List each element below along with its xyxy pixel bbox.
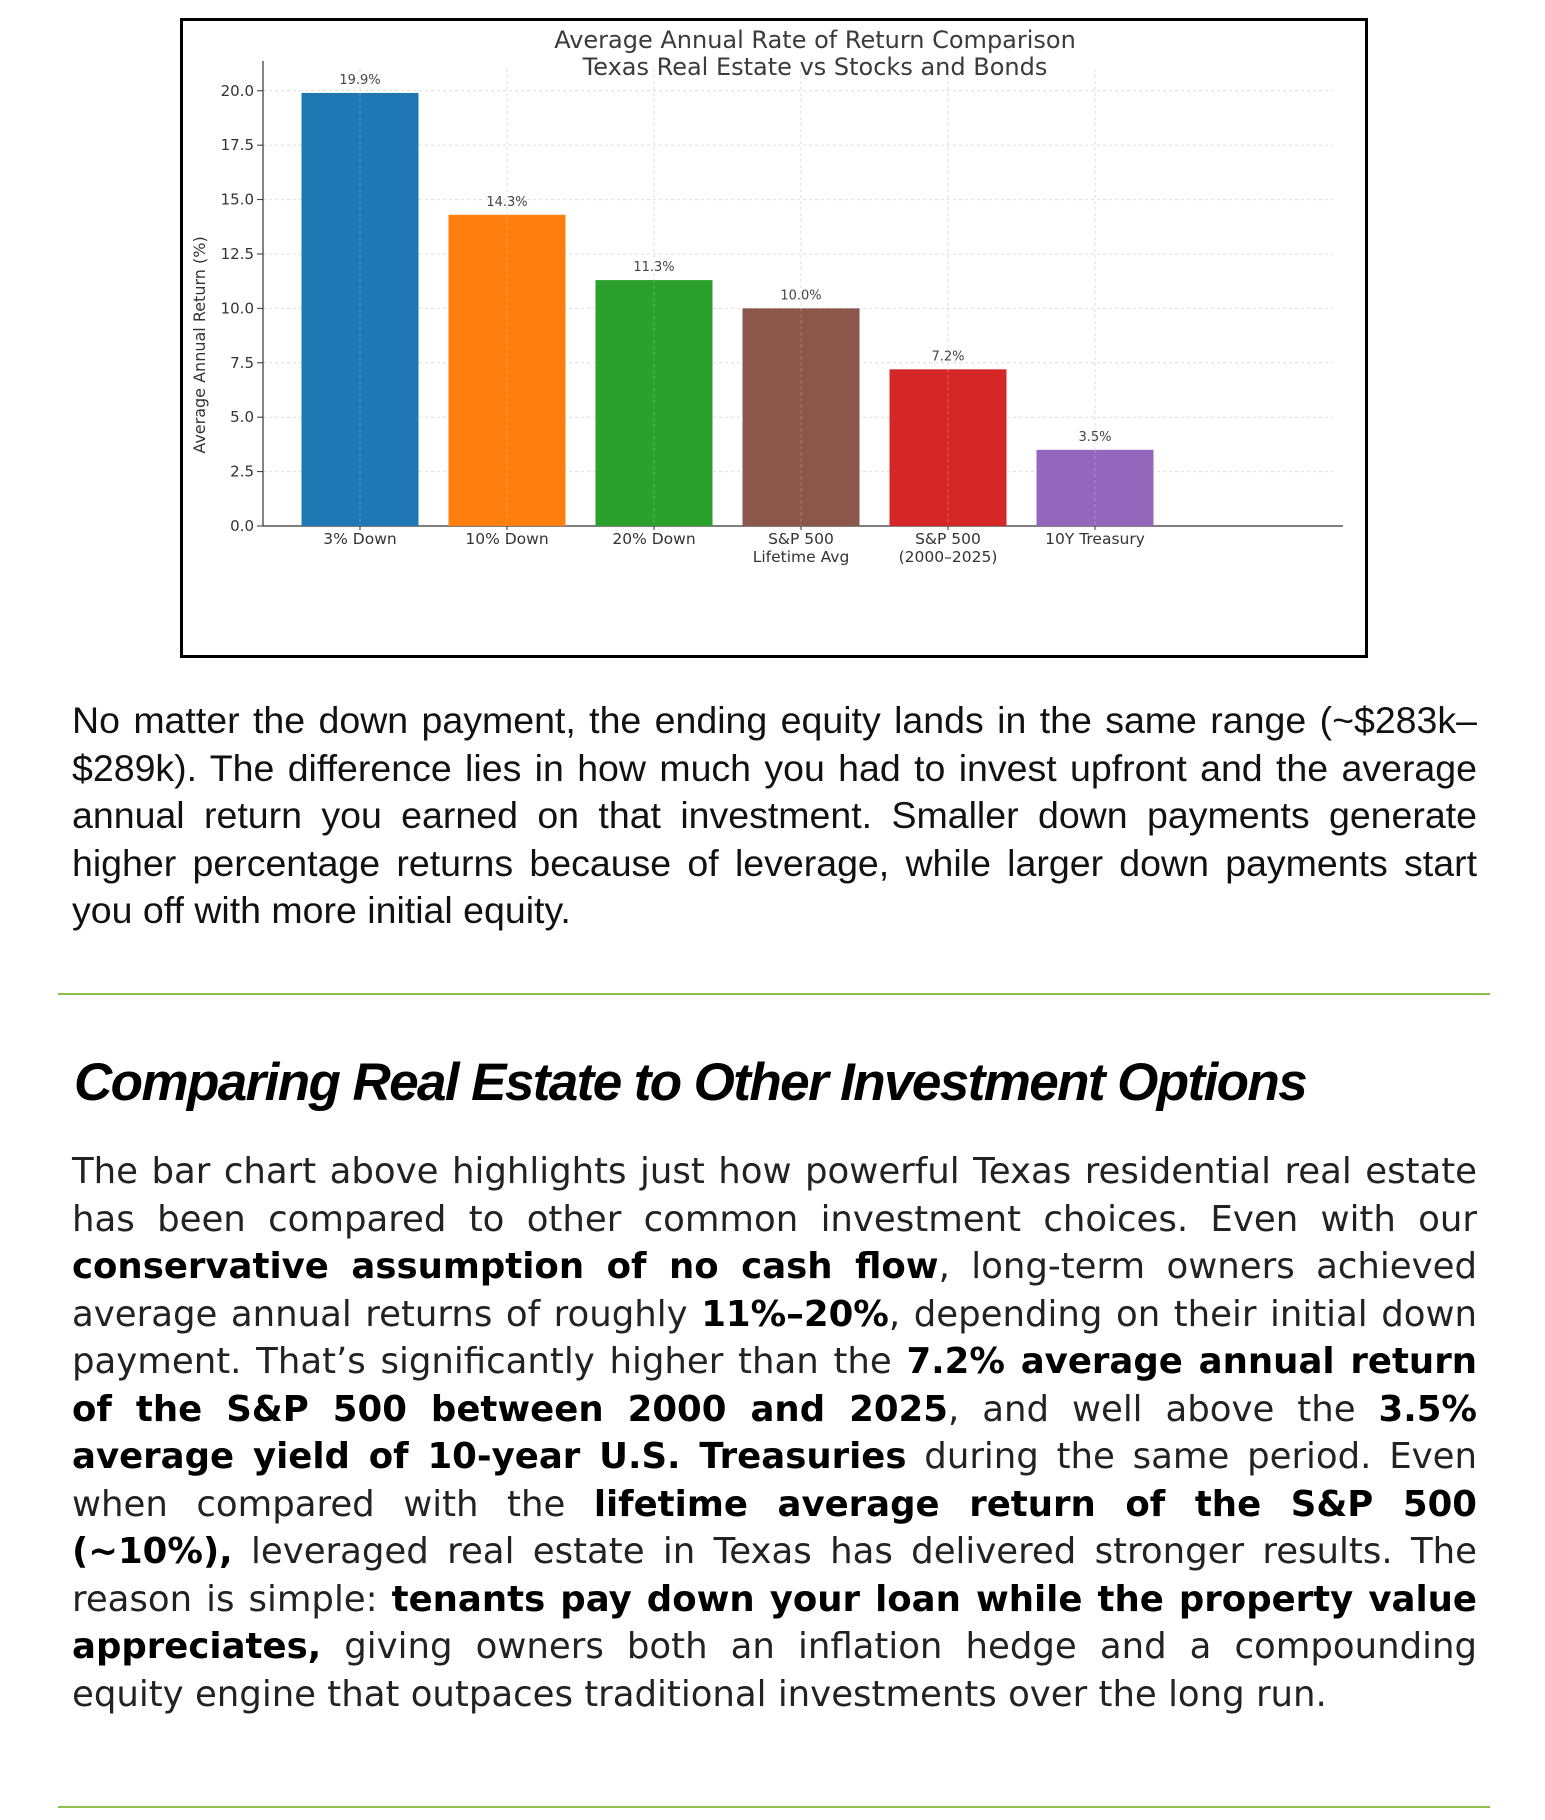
bar — [301, 92, 419, 526]
body-emphasis: 11%–20% — [701, 1293, 889, 1335]
bar-data-label: 10.0% — [780, 288, 821, 303]
body-text: , long-term owners achieved average annu… — [72, 1246, 1477, 1335]
section-heading: Comparing Real Estate to Other Investmen… — [74, 1053, 1308, 1112]
bar — [1036, 449, 1154, 526]
y-tick-label: 20.0 — [221, 82, 254, 100]
y-tick-label: 12.5 — [221, 245, 254, 263]
y-tick-label: 2.5 — [230, 463, 254, 481]
x-tick-label: S&P 500 — [768, 530, 834, 548]
y-tick-label: 15.0 — [221, 191, 254, 209]
body-text: leveraged real estate in Texas has deliv… — [72, 1531, 1477, 1620]
bar — [742, 308, 860, 526]
body-text: The bar chart above highlights just how … — [72, 1151, 1477, 1240]
body-emphasis: 7.2% average annual return of the S&P 50… — [72, 1341, 1477, 1430]
y-tick-label: 17.5 — [221, 136, 254, 154]
y-tick-label: 7.5 — [230, 354, 254, 372]
y-tick-label: 0.0 — [230, 517, 254, 535]
body-text: during the same period. Even when compar… — [72, 1436, 1478, 1525]
section-divider — [58, 993, 1490, 995]
body-text: giving owners both an inflation hedge an… — [72, 1626, 1477, 1715]
bar-data-label: 11.3% — [633, 260, 674, 275]
chart-subtitle: Texas Real Estate vs Stocks and Bonds — [582, 53, 1048, 81]
body-text: , depending on their initial down paymen… — [72, 1293, 1477, 1383]
x-tick-label: Lifetime Avg — [753, 548, 850, 566]
bar-data-label: 7.2% — [931, 349, 964, 364]
x-tick-label: (2000–2025) — [899, 548, 998, 566]
intro-paragraph: No matter the down payment, the ending e… — [72, 699, 1477, 931]
body-emphasis: conservative assumption of no cash flow — [72, 1246, 939, 1287]
bar — [889, 369, 1007, 526]
body-emphasis: tenants pay down your loan while the pro… — [72, 1578, 1477, 1668]
y-tick-label: 5.0 — [230, 408, 254, 426]
x-tick-label: 10Y Treasury — [1045, 530, 1145, 548]
body-emphasis: 3.5% average yield of 10-year U.S. Treas… — [72, 1388, 1477, 1478]
body-paragraph: The bar chart above highlights just how … — [72, 1148, 1477, 1718]
y-tick-label: 10.0 — [221, 299, 254, 317]
bar-data-label: 3.5% — [1078, 430, 1111, 445]
body-emphasis: lifetime average return of the S&P 500 (… — [72, 1483, 1477, 1573]
x-tick-label: 3% Down — [323, 530, 396, 548]
x-tick-label: 20% Down — [612, 530, 695, 548]
y-axis-label: Average Annual Return (%) — [190, 236, 209, 453]
body-text: , and well above the — [947, 1388, 1379, 1430]
bar — [448, 214, 566, 527]
chart-title: Average Annual Rate of Return Comparison — [554, 26, 1076, 54]
bar-data-label: 14.3% — [486, 195, 527, 210]
return-comparison-chart: 0.0 2.5 5.0 7.5 10.0 12.5 15.0 17.5 20.0 19.9% 3% … — [180, 18, 1368, 658]
x-tick-label: 10% Down — [465, 530, 548, 548]
bar-data-label: 19.9% — [339, 73, 380, 88]
bar-chart-svg: 0.0 2.5 5.0 7.5 10.0 12.5 15.0 17.5 20.0 19.9% 3% … — [190, 26, 1343, 566]
x-tick-label: S&P 500 — [915, 530, 981, 548]
bar — [595, 280, 713, 526]
section-divider — [58, 1806, 1490, 1808]
